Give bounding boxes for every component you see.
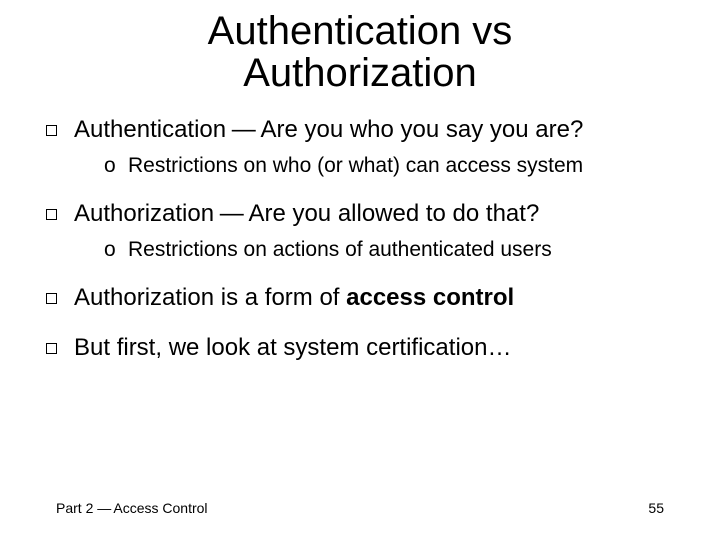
bullet-authentication: Authentication — Are you who you say you… [40,116,680,178]
sub-bullet-text: Restrictions on actions of authenticated… [128,238,552,261]
title-line-1: Authentication vs [0,10,720,52]
bullet-strong: access control [346,284,514,311]
footer-left-post: Access Control [110,500,207,516]
slide-content: Authentication — Are you who you say you… [0,116,720,362]
bullet-pre: Authorization is a form of [74,284,346,311]
title-line-2: Authorization [0,52,720,94]
footer-left: Part 2 — Access Control [56,500,208,516]
bullet-authorization: Authorization — Are you allowed to do th… [40,200,680,262]
sub-list: Restrictions on who (or what) can access… [74,154,680,178]
bullet-dash: — [226,116,260,143]
sub-bullet: Restrictions on actions of authenticated… [74,238,680,262]
bullet-term: Authorization [74,200,214,227]
bullet-rest: Are you allowed to do that? [248,200,539,227]
bullet-dash: — [214,200,248,227]
bullet-term: Authentication [74,116,226,143]
footer-left-pre: Part 2 [56,500,97,516]
sub-bullet-text: Restrictions on who (or what) can access… [128,154,583,177]
bullet-plain: But first, we look at system certificati… [74,334,511,361]
page-number: 55 [648,500,664,516]
slide-footer: Part 2 — Access Control 55 [0,500,720,516]
footer-left-dash: — [97,500,110,516]
sub-list: Restrictions on actions of authenticated… [74,238,680,262]
slide-title: Authentication vs Authorization [0,0,720,94]
slide: Authentication vs Authorization Authenti… [0,0,720,540]
bullet-access-control: Authorization is a form of access contro… [40,284,680,312]
sub-bullet: Restrictions on who (or what) can access… [74,154,680,178]
bullet-certification: But first, we look at system certificati… [40,334,680,362]
bullet-list: Authentication — Are you who you say you… [40,116,680,362]
bullet-rest: Are you who you say you are? [260,116,583,143]
